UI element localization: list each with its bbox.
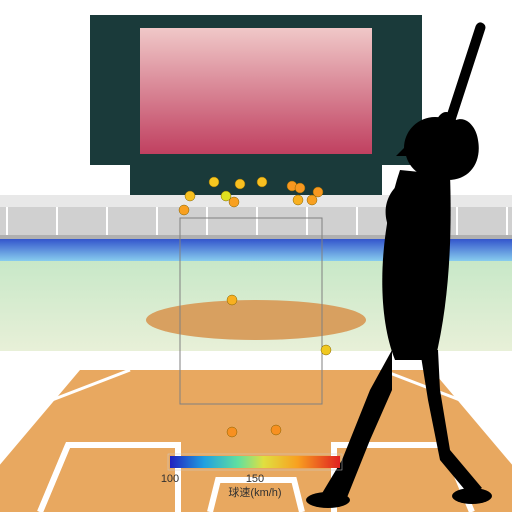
pitch-dot [271,425,281,435]
pitch-dot [295,183,305,193]
pitch-dot [185,191,195,201]
pitch-dot [227,427,237,437]
colorbar-title: 球速(km/h) [228,485,281,499]
pitch-dot [235,179,245,189]
pitch-dot [229,197,239,207]
pitch-dot [209,177,219,187]
pitch-dot [227,295,237,305]
pitch-dot [313,187,323,197]
mound [146,300,366,340]
pitch-dot [257,177,267,187]
pitch-dot [321,345,331,355]
pitch-dot [293,195,303,205]
pitch-dot [179,205,189,215]
colorbar-tick-label: 150 [246,473,264,485]
colorbar-tick-label: 100 [161,473,179,485]
scoreboard [90,15,422,225]
